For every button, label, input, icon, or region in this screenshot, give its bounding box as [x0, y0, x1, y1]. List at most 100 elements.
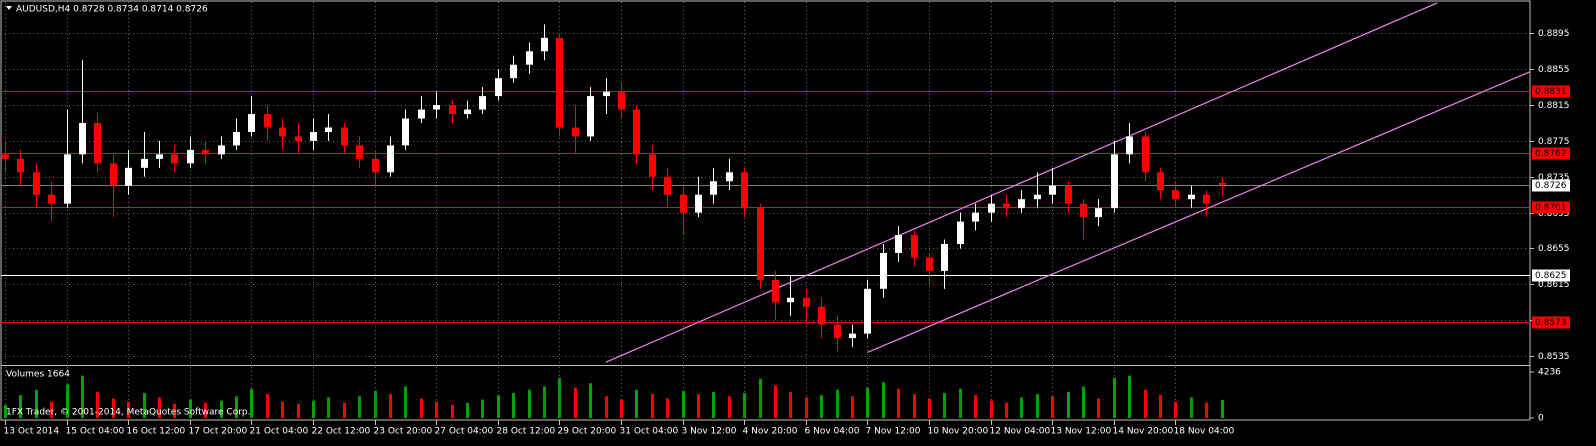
chart-title: AUDUSD,H4 0.8728 0.8734 0.8714 0.8726	[16, 5, 208, 15]
y-tick-label: 0.8535	[1538, 352, 1570, 362]
y-tick-label: 0.8695	[1538, 209, 1570, 219]
candle-body	[787, 297, 794, 303]
candle-body	[464, 109, 471, 115]
volume-tick-label: 0	[1538, 414, 1544, 424]
y-tick-label: 0.8735	[1538, 173, 1570, 183]
candle-body	[248, 114, 255, 132]
x-tick-label: 10 Nov 20:00	[928, 427, 989, 437]
candle-body	[1034, 194, 1041, 200]
candle-body	[772, 279, 779, 303]
candle-body	[957, 221, 964, 244]
candle-body	[495, 78, 502, 97]
candle-body	[572, 127, 579, 137]
level-label: 0.8762	[1535, 149, 1567, 159]
candle-body	[264, 114, 271, 128]
candle-body	[664, 176, 671, 195]
level-label-box	[1532, 147, 1570, 160]
candle-body	[726, 172, 733, 182]
candle-body	[433, 105, 440, 110]
x-tick-label: 13 Oct 2014	[4, 427, 60, 437]
candle-body	[911, 235, 918, 258]
candle-body	[1157, 172, 1164, 191]
candle-body	[818, 306, 825, 325]
candle-body	[603, 91, 610, 97]
candle-body	[926, 257, 933, 271]
level-label-box	[1532, 269, 1570, 282]
x-tick-label: 13 Nov 12:00	[1051, 427, 1112, 437]
level-label-box	[1532, 85, 1570, 98]
candle-body	[218, 145, 225, 155]
candle-body	[64, 154, 71, 204]
x-tick-label: 22 Oct 12:00	[312, 427, 371, 437]
candle-body	[325, 127, 332, 132]
copyright: 1FX Trader, © 2001-2014, MetaQuotes Soft…	[6, 408, 251, 418]
candle-body	[33, 172, 40, 195]
candle-body	[94, 123, 101, 164]
candle-body	[710, 181, 717, 195]
x-tick-label: 21 Oct 04:00	[250, 427, 309, 437]
x-tick-label: 12 Nov 04:00	[990, 427, 1051, 437]
candle-body	[526, 51, 533, 65]
x-tick-label: 15 Oct 04:00	[66, 427, 125, 437]
x-tick-label: 16 Oct 12:00	[127, 427, 186, 437]
candle-body	[310, 131, 317, 141]
y-tick-label: 0.8895	[1538, 29, 1570, 39]
candle-body	[741, 172, 748, 209]
candle-body	[233, 131, 240, 146]
candle-body	[510, 64, 517, 79]
candle-body	[125, 167, 132, 186]
x-tick-label: 14 Nov 20:00	[1113, 427, 1174, 437]
candle-body	[541, 37, 548, 52]
x-tick-label: 3 Nov 12:00	[682, 427, 737, 437]
volume-tick-label: 4236	[1538, 368, 1561, 378]
candle-body	[1095, 208, 1102, 218]
candle-body	[864, 288, 871, 334]
x-tick-label: 17 Oct 20:00	[189, 427, 248, 437]
candle-body	[618, 91, 625, 110]
candle-body	[1126, 136, 1133, 155]
candle-body	[1065, 185, 1072, 204]
candle-body	[79, 123, 86, 155]
trendline	[867, 71, 1530, 354]
candle-body	[295, 136, 302, 141]
y-tick-label: 0.8775	[1538, 137, 1570, 147]
candle-body	[757, 208, 764, 280]
x-tick-label: 4 Nov 20:00	[743, 427, 798, 437]
x-tick-label: 6 Nov 04:00	[805, 427, 860, 437]
x-tick-label: 7 Nov 12:00	[866, 427, 921, 437]
candle-body	[341, 127, 348, 146]
candle-body	[803, 297, 810, 307]
candle-body	[1111, 154, 1118, 209]
candle-body	[895, 235, 902, 253]
candle-body	[279, 127, 286, 137]
candle-body	[1188, 194, 1195, 200]
candle-body	[680, 194, 687, 213]
candle-body	[479, 96, 486, 110]
candle-body	[372, 158, 379, 173]
candle-body	[695, 194, 702, 213]
y-tick-label: 0.8655	[1538, 244, 1570, 254]
x-tick-label: 27 Oct 04:00	[435, 427, 494, 437]
y-tick-label: 0.8615	[1538, 280, 1570, 290]
candle-body	[649, 154, 656, 177]
candle-body	[1172, 190, 1179, 200]
y-tick-label: 0.8815	[1538, 101, 1570, 111]
symbol-menu-icon[interactable]	[6, 6, 12, 10]
candle-body	[171, 154, 178, 164]
candle-body	[834, 324, 841, 339]
candle-body	[1203, 194, 1210, 204]
candle-body	[1003, 203, 1010, 209]
trendline	[605, 2, 1438, 363]
chart-frame	[0, 0, 1531, 421]
x-tick-label: 28 Oct 12:00	[497, 427, 556, 437]
level-label-box	[1532, 316, 1570, 329]
candle-body	[1018, 199, 1025, 209]
level-label: 0.8573	[1535, 318, 1567, 328]
candle-body	[387, 145, 394, 173]
candle-body	[202, 149, 209, 155]
candle-body	[1080, 203, 1087, 218]
candle-body	[1219, 183, 1226, 185]
candle-body	[141, 158, 148, 168]
candle-body	[988, 203, 995, 213]
